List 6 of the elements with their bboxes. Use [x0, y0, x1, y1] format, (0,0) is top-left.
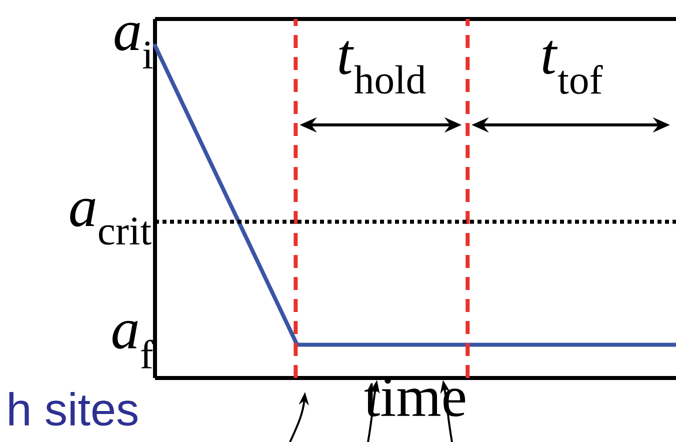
- text: a$_{i}$: [114, 22, 153, 68]
- annotation: t$_{tof}$: [542, 40, 603, 94]
- ref-line-label: a$_{crit}$: [70, 198, 152, 245]
- text: h sites: [9, 392, 138, 426]
- annotation: t$_{hold}$: [339, 41, 426, 94]
- text: a$_{f}$: [112, 320, 154, 368]
